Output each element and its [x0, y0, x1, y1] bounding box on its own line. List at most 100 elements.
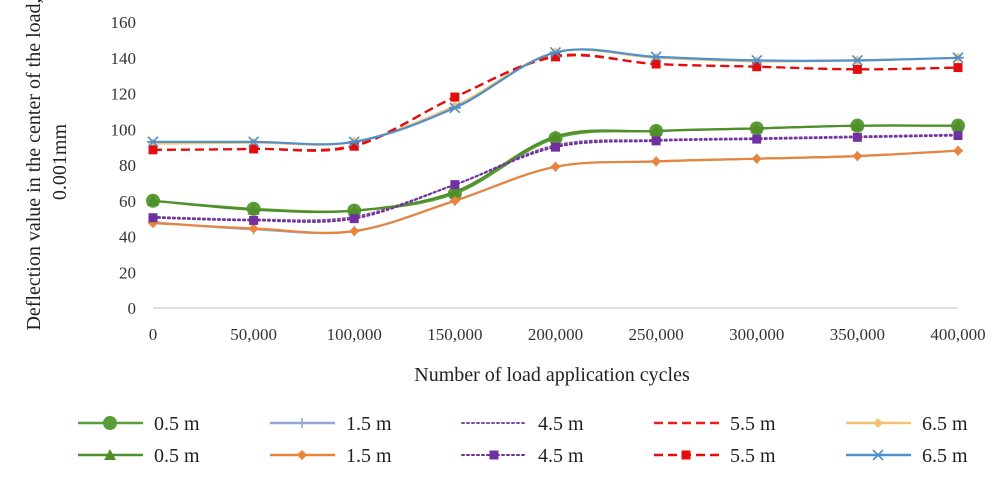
series-8	[148, 52, 963, 155]
legend-item: 6.5 m	[846, 445, 968, 467]
x-axis-title: Number of load application cycles	[414, 364, 690, 386]
legend-label: 5.5 m	[730, 413, 776, 435]
data-point	[249, 144, 259, 154]
legend-marker	[489, 450, 499, 460]
legend-label: 1.5 m	[346, 413, 392, 435]
y-tick-label: 100	[111, 120, 137, 139]
data-point	[450, 180, 460, 190]
data-point	[551, 52, 560, 62]
data-point	[852, 151, 863, 162]
data-point	[148, 213, 158, 223]
data-point	[349, 214, 359, 224]
legend-label: 0.5 m	[154, 445, 200, 467]
data-point	[249, 215, 259, 225]
legend-marker	[681, 450, 691, 460]
legend-label: 4.5 m	[538, 445, 584, 467]
series-7	[148, 131, 963, 225]
series-9	[147, 46, 964, 148]
data-point	[551, 142, 560, 152]
legend-item: 0.5 m	[78, 413, 200, 435]
data-point	[248, 223, 259, 234]
data-point	[549, 46, 562, 58]
data-point	[448, 102, 461, 114]
data-point	[751, 153, 762, 164]
data-point	[953, 63, 963, 73]
y-tick-label: 20	[119, 263, 136, 282]
data-point	[952, 119, 964, 131]
data-point	[852, 132, 862, 142]
data-point	[650, 51, 663, 63]
y-axis-title: Deflection value in the center of the lo…	[23, 0, 71, 331]
data-point	[147, 136, 159, 148]
y-axis-title-line-2: 0.001mm	[49, 124, 71, 201]
series-5	[147, 119, 964, 216]
data-point	[449, 195, 460, 206]
x-tick-label: 200,000	[528, 325, 583, 344]
legend-marker	[297, 418, 307, 428]
legend-label: 4.5 m	[538, 413, 584, 435]
data-point	[349, 141, 359, 151]
legend-label: 6.5 m	[922, 413, 968, 435]
legend-item: 4.5 m	[461, 413, 584, 435]
data-point	[549, 130, 562, 142]
legend-marker	[103, 416, 117, 430]
legend-item: 6.5 m	[846, 413, 968, 435]
x-tick-label: 400,000	[930, 325, 985, 344]
x-tick-label: 0	[149, 325, 158, 344]
legend-item: 5.5 m	[654, 445, 776, 467]
data-point	[148, 145, 158, 155]
data-point	[348, 136, 361, 148]
x-tick-label: 350,000	[830, 325, 885, 344]
legend-marker	[104, 449, 116, 460]
series-6	[148, 145, 963, 237]
data-point	[651, 156, 662, 167]
data-point	[752, 134, 762, 144]
data-point	[851, 54, 864, 66]
x-tick-label: 100,000	[327, 325, 382, 344]
legend-marker	[873, 418, 883, 428]
legend-item: 5.5 m	[654, 413, 776, 435]
legend-label: 1.5 m	[346, 445, 392, 467]
y-tick-label: 40	[119, 228, 136, 247]
legend-marker	[872, 449, 884, 461]
x-tick-label: 50,000	[230, 325, 277, 344]
data-point	[851, 119, 864, 131]
data-point	[651, 136, 661, 146]
series-line	[153, 48, 959, 146]
data-point	[448, 185, 461, 197]
legend-marker	[297, 450, 307, 460]
legend-label: 6.5 m	[922, 445, 968, 467]
data-point	[348, 204, 361, 216]
series-1	[148, 145, 963, 237]
data-point	[550, 161, 561, 172]
x-tick-label: 250,000	[629, 325, 684, 344]
legend-item: 1.5 m	[270, 445, 392, 467]
data-point	[752, 62, 762, 72]
legend-item: 1.5 m	[270, 413, 392, 435]
data-point	[651, 59, 661, 69]
data-point	[247, 203, 260, 215]
data-point	[852, 64, 862, 74]
x-tick-label: 300,000	[729, 325, 784, 344]
data-point	[349, 226, 360, 237]
data-point	[953, 131, 963, 141]
data-point	[750, 122, 763, 134]
data-point	[650, 125, 663, 137]
x-tick-label: 150,000	[427, 325, 482, 344]
data-point	[953, 145, 963, 156]
data-point	[147, 194, 159, 206]
data-point	[750, 54, 763, 66]
legend-item: 4.5 m	[461, 445, 584, 467]
data-point	[247, 136, 260, 148]
series-layer	[146, 46, 965, 237]
legend: 0.5 m 1.5 m 4.5 m 5.5 m 6.5 m 0.5 m 1.5 m 4.5 m…	[78, 413, 968, 467]
y-tick-label: 120	[111, 85, 137, 104]
data-point	[952, 52, 964, 64]
data-point	[450, 92, 460, 102]
y-tick-label: 60	[119, 192, 136, 211]
legend-item: 0.5 m	[78, 445, 200, 467]
y-tick-label: 80	[119, 156, 136, 175]
y-tick-label: 0	[128, 299, 137, 318]
y-axis-title-line-1: Deflection value in the center of the lo…	[23, 0, 45, 331]
